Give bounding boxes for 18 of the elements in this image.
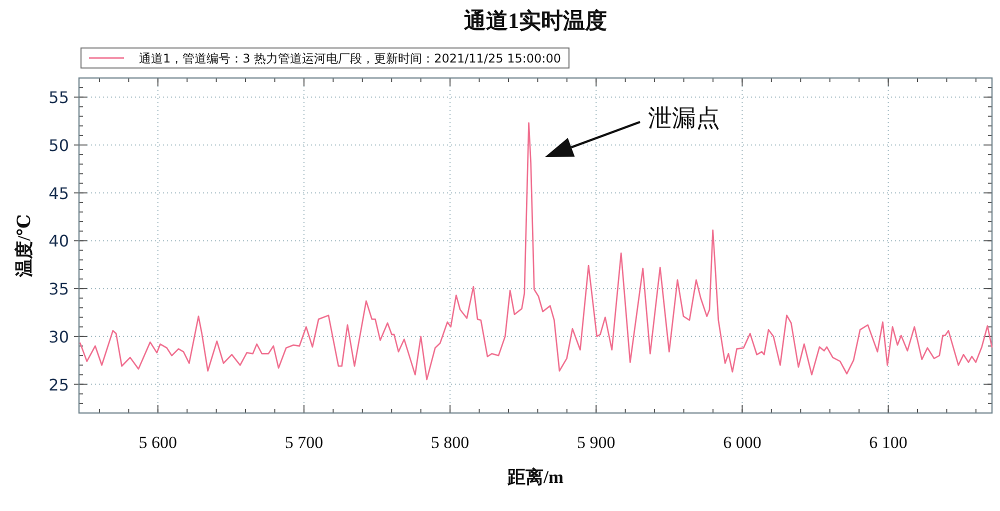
x-tick-label: 5 800 — [430, 433, 470, 452]
y-tick-label: 40 — [48, 232, 69, 251]
y-tick-label: 30 — [48, 327, 69, 346]
x-tick-label: 5 900 — [577, 433, 616, 452]
y-tick-label: 35 — [48, 280, 69, 299]
y-axis-title: 温度/℃ — [14, 214, 34, 278]
y-tick-label: 50 — [48, 136, 69, 155]
chart-title: 通道1实时温度 — [463, 8, 607, 33]
y-tick-label: 45 — [48, 184, 69, 203]
x-tick-label: 5 700 — [284, 433, 324, 452]
legend-label: 通道1，管道编号：3 热力管道运河电厂段，更新时间：2021/11/25 15:00:00 — [139, 52, 561, 66]
annotation: 泄漏点 — [648, 106, 720, 132]
x-axis-title: 距离/m — [506, 467, 564, 487]
x-tick-label: 6 000 — [723, 433, 762, 452]
x-tick-label: 6 100 — [869, 433, 908, 452]
x-tick-label: 5 600 — [138, 433, 178, 452]
y-tick-label: 55 — [48, 88, 69, 108]
y-tick-label: 25 — [48, 375, 69, 394]
